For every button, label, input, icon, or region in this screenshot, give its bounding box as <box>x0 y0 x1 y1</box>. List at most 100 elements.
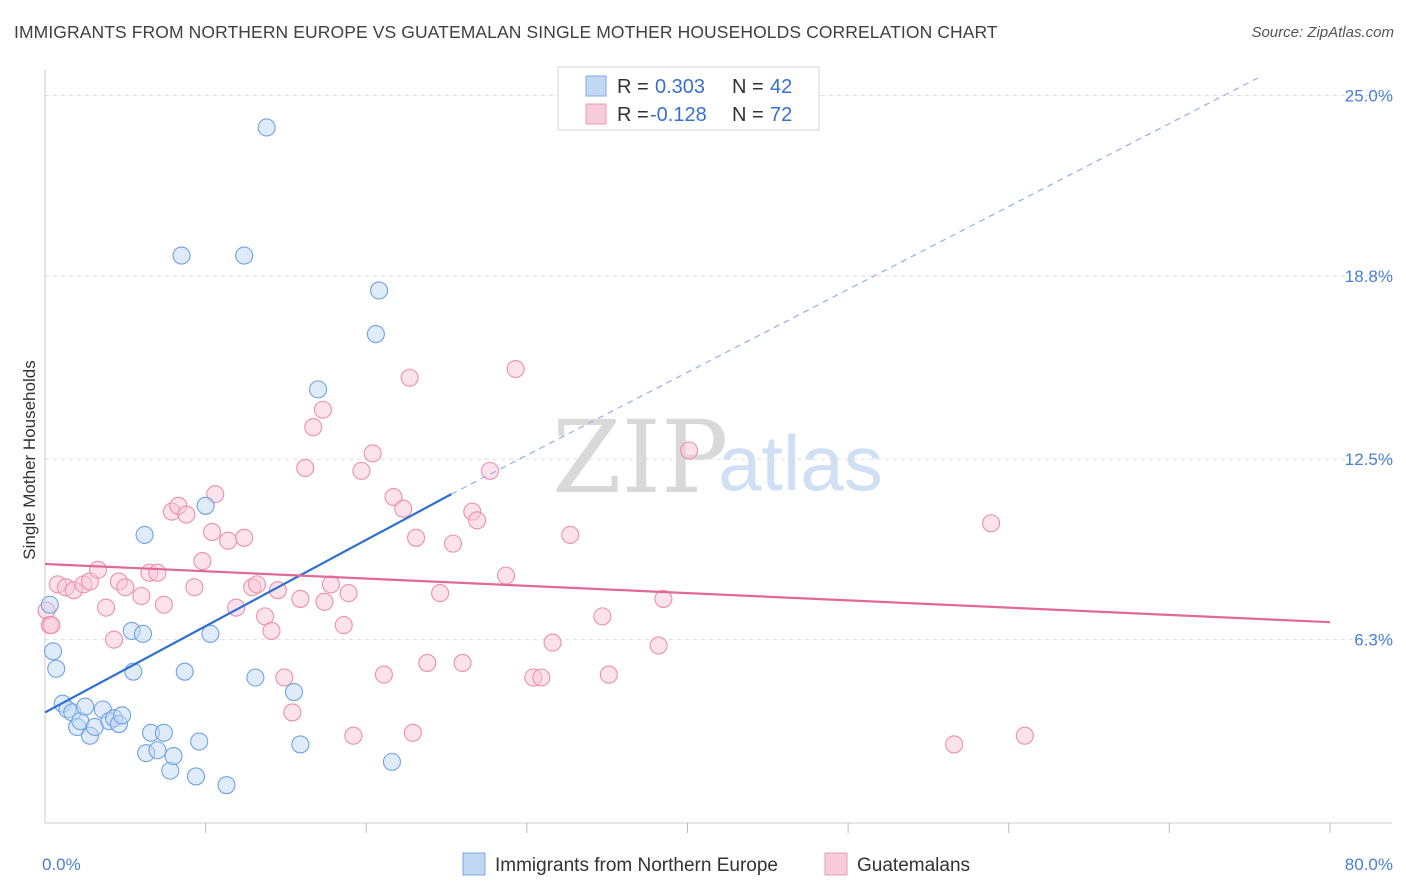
northern-europe-point <box>114 707 131 724</box>
gridlines <box>45 95 1392 639</box>
guatemalan-point <box>681 442 698 459</box>
guatemalan-point <box>133 588 150 605</box>
y-tick-label: 6.3% <box>1354 631 1393 650</box>
guatemalan-point <box>186 579 203 596</box>
x-tick-label-max: 80.0% <box>1345 855 1393 874</box>
guatemalan-point <box>276 669 293 686</box>
northern-europe-point <box>218 777 235 794</box>
guatemalan-point <box>444 535 461 552</box>
guatemalan-point <box>297 459 314 476</box>
bottom-legend: Immigrants from Northern Europe Guatemal… <box>463 853 970 876</box>
top-legend: R = 0.303 N = 42 R = -0.128 N = 72 <box>558 67 819 130</box>
guatemalan-point <box>408 529 425 546</box>
legend-n-label-pink: N = <box>732 104 764 126</box>
northern-europe-point <box>187 768 204 785</box>
guatemalan-point <box>249 576 266 593</box>
northern-europe-point <box>371 282 388 299</box>
y-tick-label: 18.8% <box>1345 267 1393 286</box>
guatemalan-point <box>220 532 237 549</box>
guatemalan-point <box>292 590 309 607</box>
northern-europe-points <box>41 119 400 794</box>
guatemalan-point <box>236 529 253 546</box>
guatemalan-point <box>497 567 514 584</box>
guatemalan-point <box>469 512 486 529</box>
guatemalan-point <box>594 608 611 625</box>
northern-europe-point <box>45 643 62 660</box>
guatemalan-point <box>544 634 561 651</box>
legend-r-label-pink: R = <box>617 104 649 126</box>
northern-europe-point <box>236 247 253 264</box>
guatemalan-point <box>322 576 339 593</box>
northern-europe-point <box>136 526 153 543</box>
northern-europe-point <box>247 669 264 686</box>
guatemalan-point <box>562 526 579 543</box>
legend-n-label-blue: N = <box>732 76 764 98</box>
guatemalan-point <box>507 361 524 378</box>
guatemalan-point <box>404 724 421 741</box>
guatemalan-point <box>149 564 166 581</box>
guatemalan-point <box>1016 727 1033 744</box>
guatemalan-point <box>117 579 134 596</box>
northern-europe-point <box>197 497 214 514</box>
bottom-legend-swatch-blue <box>463 853 485 875</box>
y-tick-labels: 6.3% 12.5% 18.8% 25.0% <box>1345 86 1393 649</box>
trend-lines <box>45 78 1330 712</box>
watermark-atlas: atlas <box>718 419 883 507</box>
northern-europe-point <box>367 326 384 343</box>
guatemalan-point <box>983 515 1000 532</box>
bottom-legend-swatch-pink <box>825 853 847 875</box>
guatemalan-point <box>533 669 550 686</box>
northern-europe-point <box>155 724 172 741</box>
watermark-zip: ZIP <box>552 399 728 516</box>
guatemalan-point <box>316 593 333 610</box>
guatemalan-point <box>106 631 123 648</box>
guatemalan-point <box>90 561 107 578</box>
legend-swatch-pink <box>586 104 606 124</box>
bottom-legend-label-pink: Guatemalans <box>857 855 970 876</box>
northern-europe-point <box>173 247 190 264</box>
northern-europe-point <box>41 596 58 613</box>
guatemalan-point <box>284 704 301 721</box>
northern-europe-point <box>292 736 309 753</box>
guatemalan-point <box>345 727 362 744</box>
guatemalan-point <box>454 654 471 671</box>
legend-n-value-pink: 72 <box>770 104 792 126</box>
northern-europe-point <box>134 625 151 642</box>
x-tick-label-min: 0.0% <box>42 855 81 874</box>
x-ticks <box>206 823 1330 833</box>
northern-europe-point <box>285 684 302 701</box>
northern-europe-point <box>165 748 182 765</box>
northern-europe-point <box>48 660 65 677</box>
guatemalan-point <box>155 596 172 613</box>
guatemalan-point <box>364 445 381 462</box>
guatemalan-point <box>305 419 322 436</box>
guatemalan-point <box>432 585 449 602</box>
guatemalan-point <box>335 617 352 634</box>
northern-europe-point <box>77 698 94 715</box>
northern-europe-point <box>149 742 166 759</box>
guatemalan-point <box>43 617 60 634</box>
legend-n-value-blue: 42 <box>770 76 792 98</box>
guatemalan-point <box>401 369 418 386</box>
guatemalan-point <box>419 654 436 671</box>
guatemalan-point <box>204 523 221 540</box>
northern-europe-point <box>383 753 400 770</box>
northern-europe-point <box>310 381 327 398</box>
legend-r-value-pink: -0.128 <box>650 104 707 126</box>
y-axis-label: Single Mother Households <box>20 360 39 559</box>
y-tick-label: 25.0% <box>1345 86 1393 105</box>
northern-europe-point <box>258 119 275 136</box>
guatemalan-point <box>263 622 280 639</box>
bottom-legend-label-blue: Immigrants from Northern Europe <box>495 855 778 876</box>
y-tick-label: 12.5% <box>1345 450 1393 469</box>
legend-swatch-blue <box>586 76 606 96</box>
guatemalan-point <box>375 666 392 683</box>
scatter-chart: ZIP atlas 6.3% 12.5% 18.8% 25.0% Single Mot… <box>0 0 1406 892</box>
guatemalan-point <box>314 401 331 418</box>
guatemalan-point <box>194 553 211 570</box>
guatemalan-point <box>98 599 115 616</box>
guatemalan-point <box>353 462 370 479</box>
guatemalans-points <box>38 361 1033 753</box>
guatemalan-point <box>600 666 617 683</box>
guatemalan-point <box>650 637 667 654</box>
